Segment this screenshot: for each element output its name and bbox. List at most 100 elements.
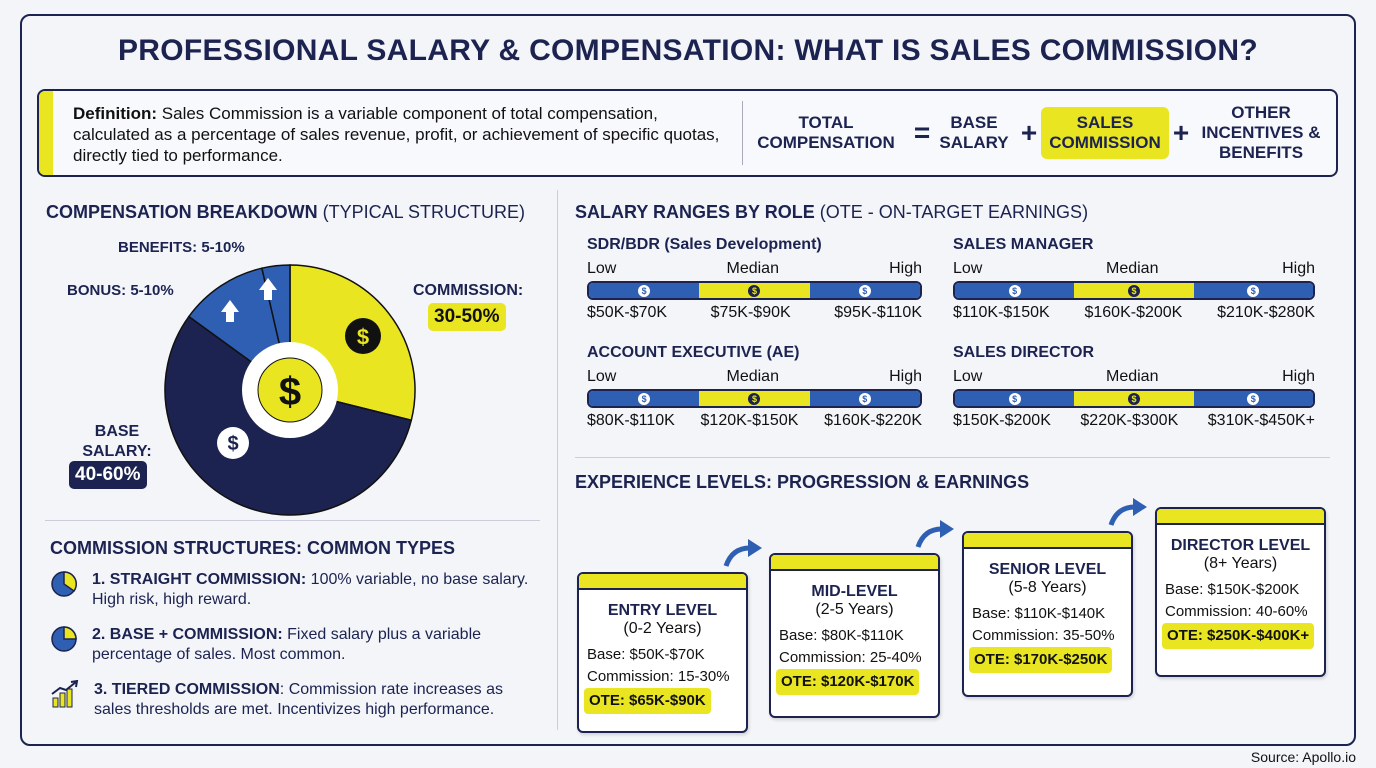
range-header: Low Median High <box>587 260 922 278</box>
dollar-icon: $ <box>638 284 651 297</box>
eq-commission: SALES COMMISSION <box>1041 107 1169 159</box>
progress-arrow-icon <box>915 520 954 548</box>
base-label: BASE SALARY: <box>82 423 152 460</box>
median-value: $120K-$150K <box>700 412 799 429</box>
range-bar: $ $ $ <box>587 281 922 300</box>
role-name: SDR/BDR (Sales Development) <box>587 236 822 253</box>
level-commission: Commission: 15-30% <box>587 668 730 685</box>
high-value: $160K-$220K <box>824 412 922 429</box>
definition-box: Definition: Sales Commission is a variab… <box>37 89 1338 177</box>
accent-bar <box>39 91 53 175</box>
base-value: 40-60% <box>69 461 147 489</box>
eq-equals: = <box>913 117 931 148</box>
low-label: Low <box>953 368 983 385</box>
progress-arrow-icon <box>1108 498 1147 526</box>
card-header <box>1157 509 1324 525</box>
definition-text: Definition: Sales Commission is a variab… <box>73 103 733 166</box>
benefits-label: BENEFITS: 5-10% <box>118 239 245 256</box>
range-header: Low Median High <box>587 368 922 386</box>
low-value: $110K-$150K <box>953 304 1050 321</box>
structure-item: 1. STRAIGHT COMMISSION: 100% variable, n… <box>50 570 530 610</box>
level-ote: OTE: $65K-$90K <box>584 688 711 714</box>
level-base: Base: $150K-$200K <box>1165 581 1300 598</box>
range-values: $80K-$110K $120K-$150K $160K-$220K <box>587 412 922 430</box>
arrow-up-icon <box>259 278 277 300</box>
low-label: Low <box>587 368 617 385</box>
level-name: SENIOR LEVEL <box>988 561 1107 578</box>
structure-name: 3. TIERED COMMISSION <box>94 681 280 698</box>
high-label: High <box>1282 368 1315 385</box>
eq-plus: + <box>1020 117 1038 148</box>
structure-name: 2. BASE + COMMISSION: <box>92 626 283 643</box>
median-label: Median <box>1105 260 1159 277</box>
bar-chart-trend-icon <box>50 679 80 714</box>
card-header <box>579 574 746 590</box>
low-value: $150K-$200K <box>953 412 1051 429</box>
dollar-icon: $ <box>1127 284 1140 297</box>
range-values: $150K-$200K $220K-$300K $310K-$450K+ <box>953 412 1315 430</box>
low-label: Low <box>587 260 617 277</box>
divider <box>742 101 743 165</box>
compensation-pie: $ $ $ <box>164 264 416 516</box>
median-value: $160K-$200K <box>1084 304 1183 321</box>
high-value: $95K-$110K <box>834 304 922 321</box>
pie-chart-icon <box>50 625 78 659</box>
level-base: Base: $80K-$110K <box>779 627 904 644</box>
infographic-frame <box>20 14 1356 746</box>
low-label: Low <box>953 260 983 277</box>
commission-coin <box>345 318 381 354</box>
median-value: $220K-$300K <box>1080 412 1179 429</box>
role-range: SDR/BDR (Sales Development) Low Median Hig… <box>587 236 922 322</box>
definition-body: Sales Commission is a variable component… <box>73 104 720 165</box>
ranges-title-main: SALARY RANGES BY ROLE <box>575 202 815 222</box>
range-bar: $ $ $ <box>953 389 1315 408</box>
structure-desc: 100% variable, no base salary. High risk… <box>92 571 529 608</box>
dollar-icon: $ <box>1008 284 1021 297</box>
dollar-icon: $ <box>1247 284 1260 297</box>
base-coin <box>217 427 249 459</box>
level-ote: OTE: $170K-$250K <box>969 647 1113 673</box>
pie-chart-icon <box>50 570 78 604</box>
median-label: Median <box>1105 368 1159 385</box>
level-years: (2-5 Years) <box>815 601 894 618</box>
level-commission: Commission: 40-60% <box>1165 603 1308 620</box>
arrow-up-icon <box>221 300 239 322</box>
dollar-icon: $ <box>858 284 871 297</box>
divider <box>575 457 1330 458</box>
ranges-title: SALARY RANGES BY ROLE (OTE - ON-TARGET E… <box>575 202 1088 223</box>
structure-text: 3. TIERED COMMISSION: Commission rate in… <box>94 680 530 720</box>
card-header <box>771 555 938 571</box>
role-range: ACCOUNT EXECUTIVE (AE) Low Median High $ $ $… <box>587 344 922 430</box>
role-range: SALES MANAGER Low Median High $ $ $ $110K-$1… <box>953 236 1315 322</box>
dollar-icon: $ <box>638 392 651 405</box>
range-bar: $ $ $ <box>587 389 922 408</box>
structure-text: 1. STRAIGHT COMMISSION: 100% variable, n… <box>92 570 530 610</box>
range-values: $110K-$150K $160K-$200K $210K-$280K <box>953 304 1315 322</box>
level-years: (0-2 Years) <box>623 620 702 637</box>
structure-item: 3. TIERED COMMISSION: Commission rate in… <box>50 679 530 720</box>
high-label: High <box>889 260 922 277</box>
level-name: MID-LEVEL <box>811 583 898 600</box>
dollar-icon: $ <box>1127 392 1140 405</box>
breakdown-title-main: COMPENSATION BREAKDOWN <box>46 202 318 222</box>
level-years: (8+ Years) <box>1203 555 1278 572</box>
structure-text: 2. BASE + COMMISSION: Fixed salary plus … <box>92 625 530 665</box>
high-label: High <box>1282 260 1315 277</box>
dollar-icon: $ <box>858 392 871 405</box>
role-name: ACCOUNT EXECUTIVE (AE) <box>587 344 800 361</box>
structures-title: COMMISSION STRUCTURES: COMMON TYPES <box>50 538 456 558</box>
range-header: Low Median High <box>953 260 1315 278</box>
level-card: ENTRY LEVEL (0-2 Years) Base: $50K-$70K C… <box>577 572 748 733</box>
breakdown-title: COMPENSATION BREAKDOWN (TYPICAL STRUCTUR… <box>46 202 525 223</box>
dollar-icon: $ <box>227 433 238 455</box>
source-credit: Source: Apollo.io <box>1250 749 1356 765</box>
median-label: Median <box>726 368 779 385</box>
range-values: $50K-$70K $75K-$90K $95K-$110K <box>587 304 922 322</box>
median-label: Median <box>726 260 779 277</box>
high-label: High <box>889 368 922 385</box>
level-ote: OTE: $120K-$170K <box>776 669 920 695</box>
level-base: Base: $50K-$70K <box>587 646 705 663</box>
level-commission: Commission: 25-40% <box>779 649 922 666</box>
dollar-icon: $ <box>1008 392 1021 405</box>
structure-desc: Fixed salary plus a variable percentage … <box>92 626 482 663</box>
